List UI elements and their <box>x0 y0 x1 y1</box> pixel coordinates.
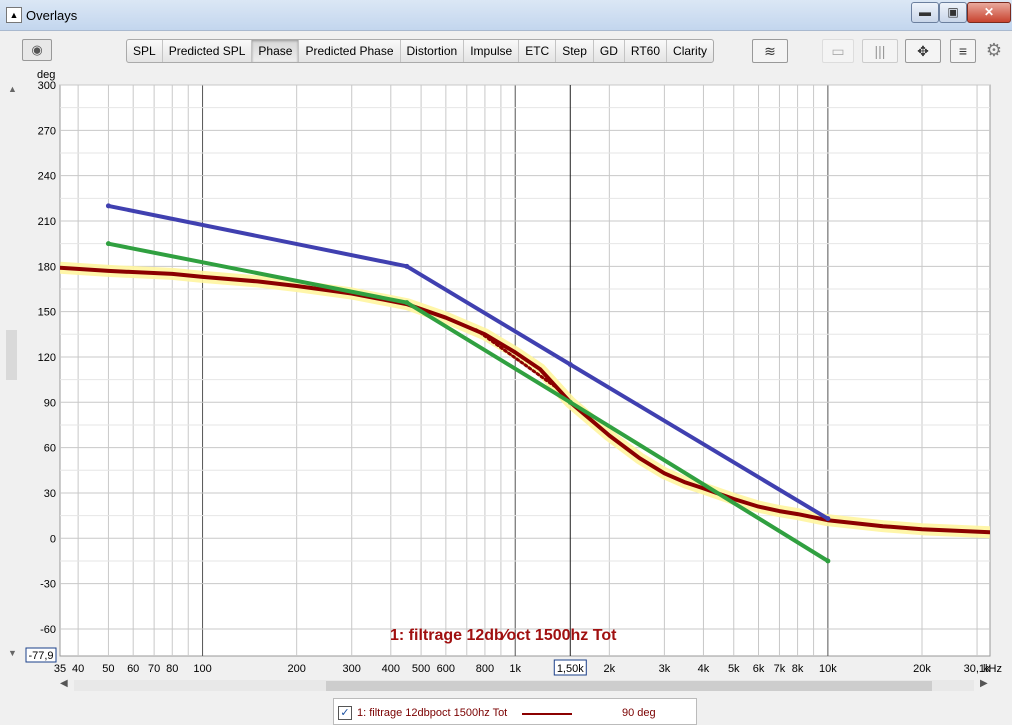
series-line-2 <box>106 241 830 563</box>
legend-checkbox[interactable]: ✓ <box>338 706 352 720</box>
series-point-1 <box>567 362 573 368</box>
y-tick-label: 300 <box>38 80 56 92</box>
zoom-arrows-icon[interactable]: ✥ <box>905 39 941 63</box>
x-tick-label: 70 <box>148 663 160 675</box>
vertical-scroll-thumb[interactable] <box>6 330 17 380</box>
app-icon: ▲ <box>6 7 22 23</box>
x-tick-label: 200 <box>287 663 305 675</box>
legend-line-swatch <box>522 713 572 715</box>
multi-pane-icon[interactable]: ||| <box>862 39 898 63</box>
x-tick-label: 800 <box>476 663 494 675</box>
series-point-2 <box>404 300 410 306</box>
waveform-arrows-icon[interactable]: ≋ <box>752 39 788 63</box>
cursor-label-box <box>553 659 587 676</box>
x-tick-label: 7k <box>774 663 786 675</box>
scroll-right-icon[interactable]: ▶ <box>980 678 988 689</box>
tab-predicted-spl[interactable]: Predicted SPL <box>163 40 253 62</box>
y-tick-label: 120 <box>38 352 56 364</box>
grid <box>60 84 990 656</box>
x-tick-label: 80 <box>166 663 178 675</box>
x-ticks: 35 40 50 60 70 80 100 200 300 400 500 600 800 1k 2k 3k 4… <box>54 659 991 676</box>
legend-label: 1: filtrage 12dbpoct 1500hz Tot <box>357 707 508 719</box>
y-axis-label: deg <box>37 69 55 81</box>
horizontal-scroll-thumb[interactable] <box>326 681 932 691</box>
maximize-button[interactable]: ▣ <box>939 2 967 23</box>
series-point-1 <box>404 263 410 269</box>
scroll-up-icon[interactable]: ▲ <box>8 84 17 94</box>
x-tick-label: 100 <box>193 663 211 675</box>
x-tick-label: 1k <box>509 663 521 675</box>
x-tick-label: 300 <box>343 663 361 675</box>
close-button[interactable]: ✕ <box>967 2 1011 23</box>
series-line-0 <box>60 265 990 535</box>
x-tick-label: 8k <box>792 663 804 675</box>
tab-distortion[interactable]: Distortion <box>401 40 465 62</box>
tab-step[interactable]: Step <box>556 40 594 62</box>
x-tick-label: 10k <box>819 663 837 675</box>
tab-gd[interactable]: GD <box>594 40 625 62</box>
scroll-left-icon[interactable]: ◀ <box>60 678 68 689</box>
plot-area[interactable] <box>59 84 991 657</box>
tab-predicted-phase[interactable]: Predicted Phase <box>299 40 401 62</box>
x-tick-label: 20k <box>913 663 931 675</box>
series-point-2 <box>105 241 111 247</box>
x-tick-label: 30,1k <box>964 663 991 675</box>
series-point-1 <box>105 203 111 209</box>
series-line-1 <box>106 203 830 521</box>
x-tick-label: 50 <box>102 663 114 675</box>
y-tick-label: 270 <box>38 125 56 137</box>
legend-value: 90 deg <box>622 707 656 719</box>
x-tick-label: 35 <box>54 663 66 675</box>
x-tick-label: 600 <box>437 663 455 675</box>
y-tick-label: -60 <box>40 624 56 636</box>
title-bar: ▲ Overlays ▬ ▣ ✕ <box>0 0 1012 31</box>
series-point-2 <box>567 399 573 405</box>
minimize-button[interactable]: ▬ <box>911 2 939 23</box>
series-point-2 <box>825 558 831 564</box>
y-min-label: -77,9 <box>28 650 53 662</box>
x-tick-label: 5k <box>728 663 740 675</box>
y-tick-label: 0 <box>50 533 56 545</box>
x-tick-label: 3k <box>659 663 671 675</box>
x-tick-label: 4k <box>698 663 710 675</box>
tab-etc[interactable]: ETC <box>519 40 557 62</box>
x-tick-label: 2k <box>604 663 616 675</box>
y-tick-label: -30 <box>40 579 56 591</box>
gear-icon[interactable]: ⚙ <box>985 40 1003 60</box>
x-tick-label: 6k <box>753 663 765 675</box>
y-tick-label: 30 <box>44 488 56 500</box>
x-tick-label: 60 <box>127 663 139 675</box>
legend-panel <box>333 698 697 725</box>
tab-impulse[interactable]: Impulse <box>464 40 520 62</box>
y-tick-label: 60 <box>44 443 56 455</box>
series-line-3 <box>474 328 558 389</box>
chart-title: 1: filtrage 12db∕oct 1500hz Tot <box>390 627 617 644</box>
y-tick-label: 150 <box>38 307 56 319</box>
x-tick-label: 40 <box>72 663 84 675</box>
y-tick-label: 240 <box>38 171 56 183</box>
y-tick-label: 90 <box>44 397 56 409</box>
series <box>60 203 990 564</box>
tab-phase[interactable]: Phase <box>252 40 300 62</box>
tab-spl[interactable]: SPL <box>127 40 163 62</box>
x-tick-label: 400 <box>382 663 400 675</box>
scroll-down-icon[interactable]: ▼ <box>8 648 17 658</box>
window-title: Overlays <box>26 8 78 23</box>
y-min-box <box>25 647 57 663</box>
single-pane-icon[interactable]: ▭ <box>822 39 854 63</box>
tab-clarity[interactable]: Clarity <box>673 44 708 58</box>
x-axis-label: kHz <box>983 663 1002 675</box>
y-tick-label: 180 <box>38 261 56 273</box>
camera-icon[interactable]: ◉ <box>22 39 52 61</box>
x-tick-label: 500 <box>412 663 430 675</box>
series-point-1 <box>825 516 831 522</box>
tab-rt60[interactable]: RT60 <box>625 40 668 62</box>
cursor-label: 1,50k <box>557 663 584 675</box>
controls-icon[interactable]: ≡ <box>950 39 976 63</box>
measurement-tabs: SPL Predicted SPL Phase Predicted Phase Dist… <box>126 39 715 63</box>
y-tick-label: 210 <box>38 216 56 228</box>
